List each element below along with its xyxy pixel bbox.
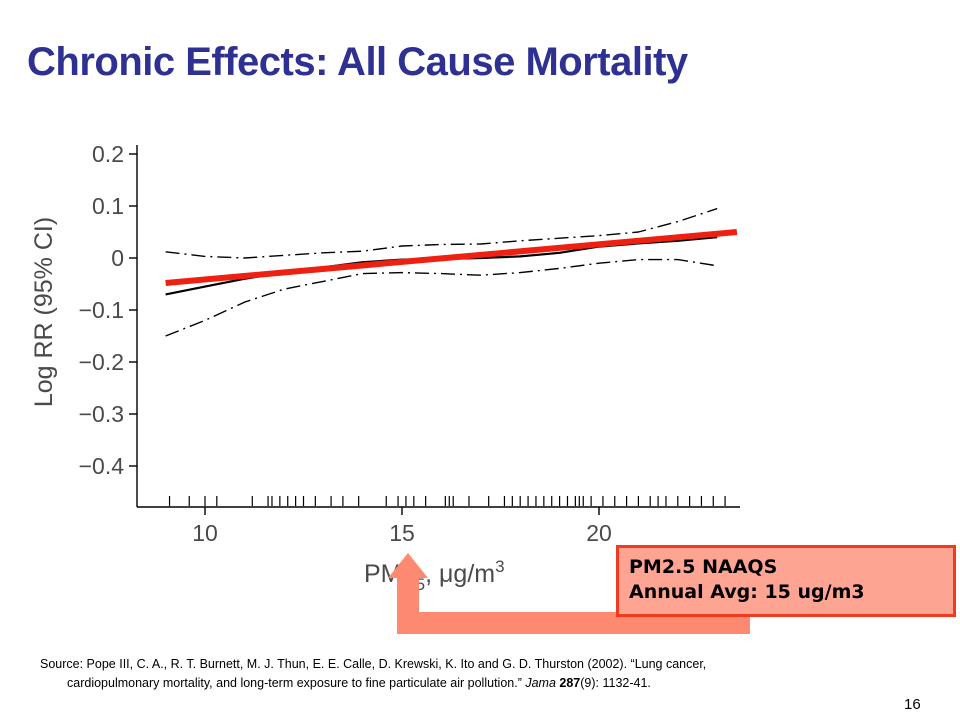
source-line2-post: (9): 1132-41. xyxy=(580,676,651,690)
series-line-dashdot-black-1 xyxy=(165,207,718,259)
y-tick-label: 0.1 xyxy=(92,193,124,219)
chart-series xyxy=(165,207,738,337)
series-line-solid-black-0 xyxy=(165,236,718,296)
source-line2-pre: cardiopulmonary mortality, and long-term… xyxy=(67,676,526,690)
y-tick-label: −0.1 xyxy=(79,297,124,323)
x-tick-label: 10 xyxy=(192,520,218,546)
source-volume: 287 xyxy=(559,676,581,690)
series-line-dashdot-black-2 xyxy=(165,258,718,337)
exposure-rug xyxy=(168,496,726,506)
series-line-thick-red-3 xyxy=(165,229,738,286)
x-tick-label: 15 xyxy=(389,520,415,546)
page-number: 16 xyxy=(904,696,921,713)
x-tick-label: 20 xyxy=(586,520,612,546)
chart-axes: 0.2 0.1 0 −0.1 −0.2 −0.3 −0.4 10 15 20 xyxy=(79,141,740,546)
x-axis-label-sup: 3 xyxy=(495,557,504,576)
slide-title: Chronic Effects: All Cause Mortality xyxy=(27,40,688,84)
callout-line2: Annual Avg: 15 ug/m3 xyxy=(629,581,865,603)
y-tick-label: −0.2 xyxy=(79,349,124,375)
naaqs-callout: PM2.5 NAAQS Annual Avg: 15 ug/m3 xyxy=(616,545,956,617)
source-line2: cardiopulmonary mortality, and long-term… xyxy=(40,674,900,693)
x-axis-label: PM2.5, μg/m3 xyxy=(364,557,505,594)
source-journal: Jama xyxy=(525,676,556,690)
y-axis-label: Log RR (95% CI) xyxy=(30,217,58,407)
y-tick-label: 0.2 xyxy=(92,141,124,167)
x-axis-label-unit: , μg/m xyxy=(425,560,495,588)
y-tick-label: 0 xyxy=(111,245,124,271)
callout-line1: PM2.5 NAAQS xyxy=(629,556,778,578)
source-citation: Source: Pope III, C. A., R. T. Burnett, … xyxy=(40,655,900,693)
y-tick-label: −0.4 xyxy=(79,453,125,479)
source-line1: Source: Pope III, C. A., R. T. Burnett, … xyxy=(40,657,707,671)
y-tick-label: −0.3 xyxy=(79,401,124,427)
